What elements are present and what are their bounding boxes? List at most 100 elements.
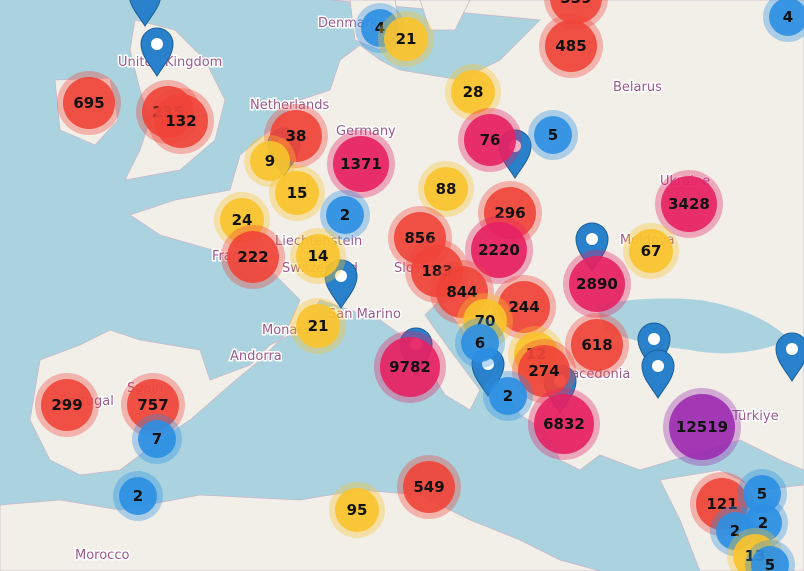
cluster[interactable]: 757 [121,373,185,437]
pin[interactable] [775,332,804,382]
cluster[interactable]: 2890 [563,250,631,318]
cluster-count: 9 [265,152,275,170]
cluster[interactable]: 2 [320,190,370,240]
cluster[interactable]: 67 [623,223,679,279]
cluster-count: 757 [137,396,168,414]
cluster[interactable]: 14 [290,228,346,284]
cluster-count: 2 [503,387,513,405]
cluster[interactable]: 15 [269,165,325,221]
cluster[interactable]: 5 [745,540,795,571]
pin[interactable] [129,0,161,27]
cluster[interactable]: 695 [57,71,121,135]
pin-body [641,349,675,399]
cluster[interactable]: 6832 [528,388,600,460]
cluster-core [127,379,179,431]
cluster-count: 21 [308,317,329,335]
cluster[interactable]: 6 [455,318,505,368]
cluster-count: 244 [508,298,539,316]
cluster[interactable]: 9782 [374,331,446,403]
cluster-count: 4 [375,19,385,37]
cluster[interactable]: 9 [244,135,296,187]
cluster[interactable]: 7 [132,414,182,464]
pin-dot [335,270,347,282]
cluster-count: 339 [560,0,591,7]
cluster[interactable]: 21 [290,298,346,354]
cluster-core [769,0,804,36]
cluster[interactable]: 2 [483,371,533,421]
cluster-count: 3428 [668,195,710,213]
cluster-core [751,546,789,571]
cluster[interactable]: 485 [539,14,603,78]
cluster[interactable]: 95 [329,482,385,538]
cluster-count: 6 [475,334,485,352]
cluster[interactable]: 28 [445,64,501,120]
cluster-core [550,0,602,24]
cluster-core [384,17,428,61]
cluster-core [661,176,717,232]
cluster-count: 88 [436,180,457,198]
cluster-core [629,229,673,273]
cluster-core [424,167,468,211]
country-label: Andorra [230,349,282,364]
cluster[interactable]: 132 [148,88,214,154]
country-label: Belarus [613,80,662,95]
cluster-core [41,379,93,431]
cluster[interactable]: 5 [737,469,787,519]
cluster-core [743,475,781,513]
cluster-count: 12519 [676,418,728,436]
cluster-core [250,141,290,181]
cluster-core [154,94,208,148]
cluster-count: 9782 [389,358,431,376]
cluster[interactable]: 1371 [327,130,395,198]
cluster-core [489,377,527,415]
cluster[interactable]: 244 [492,275,556,339]
cluster-core [227,231,279,283]
cluster-core [518,345,570,397]
pin-dot [786,343,798,355]
cluster[interactable]: 4 [763,0,804,42]
cluster-count: 485 [555,37,586,55]
cluster[interactable]: 274 [512,339,576,403]
pin[interactable] [641,349,675,399]
cluster[interactable]: 3428 [655,170,723,238]
cluster-count: 121 [706,495,737,513]
pin-dot [151,38,163,50]
cluster-count: 2220 [478,241,520,259]
cluster-count: 2 [340,206,350,224]
cluster[interactable]: 88 [418,161,474,217]
cluster-core [63,77,115,129]
cluster-core [335,488,379,532]
cluster[interactable]: 12519 [663,388,741,466]
cluster-core [461,324,499,362]
cluster-core [571,319,623,371]
cluster-count: 222 [237,248,268,266]
country-label: San Marino [328,307,401,322]
country-label: Türkiye [731,409,779,424]
cluster[interactable]: 5 [528,110,578,160]
cluster-core [545,20,597,72]
cluster[interactable]: 76 [458,108,522,172]
country-label: United Kingdom [118,55,222,70]
cluster-core [464,114,516,166]
cluster-count: 5 [765,556,775,571]
country-label: Germany [336,124,396,139]
pin[interactable] [140,27,174,77]
cluster[interactable]: 21 [378,11,434,67]
cluster[interactable]: 299 [35,373,99,437]
cluster-core [333,136,389,192]
cluster[interactable]: 618 [565,313,629,377]
cluster[interactable]: 2220 [465,216,533,284]
pin-dot [648,333,660,345]
cluster[interactable]: 222 [221,225,285,289]
country-label: Netherlands [250,98,329,113]
cluster-core [296,304,340,348]
cluster-count: 5 [548,126,558,144]
cluster[interactable]: 549 [397,455,461,519]
clusters: 4213394854695235132528389137176158829634… [35,0,804,571]
cluster-core [138,420,176,458]
cluster[interactable]: 2 [113,471,163,521]
cluster-count: 2 [758,514,768,532]
cluster-core [275,171,319,215]
cluster-core [534,394,594,454]
